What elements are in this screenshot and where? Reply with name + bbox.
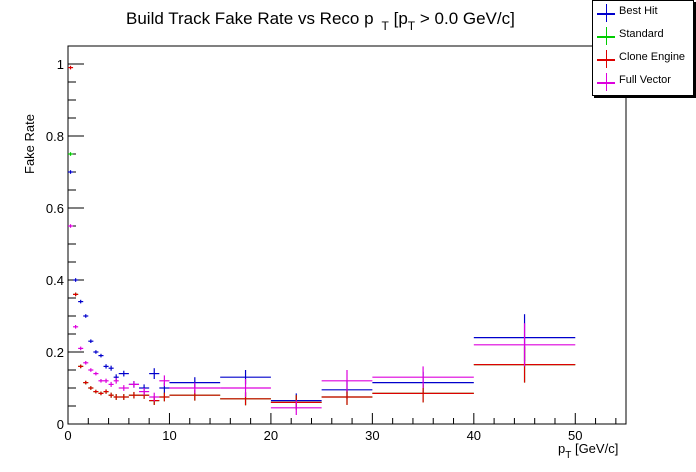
- x-label-rest: [GeV/c]: [571, 441, 618, 456]
- data-point-best-hit: [88, 339, 94, 343]
- y-tick-label: 0.2: [46, 345, 64, 360]
- data-series: [68, 65, 576, 415]
- data-point-full-vector: [270, 400, 322, 415]
- y-tick-label: 0.6: [46, 201, 64, 216]
- data-point-clone-engine: [108, 392, 114, 398]
- data-point-full-vector: [118, 385, 129, 391]
- y-tick-label: 1: [57, 57, 64, 72]
- x-tick-label: 10: [162, 428, 176, 443]
- legend-marker-full-vector: [597, 73, 615, 91]
- data-point-full-vector: [128, 381, 140, 388]
- data-point-best-hit: [118, 370, 129, 377]
- plot-frame: [67, 45, 627, 425]
- legend-label-full-vector: Full Vector: [619, 74, 671, 86]
- legend-item-full-vector: Full Vector: [593, 71, 693, 94]
- y-tick-label: 0.8: [46, 129, 64, 144]
- data-point-best-hit: [103, 364, 109, 369]
- data-point-clone-engine: [78, 364, 84, 369]
- data-point-clone-engine: [93, 389, 99, 394]
- legend-label-best-hit: Best Hit: [619, 5, 658, 17]
- data-point-clone-engine: [103, 389, 109, 394]
- legend-label-standard: Standard: [619, 28, 664, 40]
- data-point-best-hit: [93, 350, 99, 354]
- series-standard: [68, 152, 576, 410]
- data-point-clone-engine: [118, 394, 129, 400]
- data-point-full-vector: [98, 379, 104, 383]
- x-tick-label: 0: [64, 428, 71, 443]
- title-rest: [p: [389, 9, 408, 28]
- x-axis-label: pT [GeV/c]: [558, 441, 618, 461]
- x-label-main: p: [558, 441, 565, 456]
- data-point-full-vector: [473, 323, 576, 367]
- legend-marker-standard: [597, 27, 615, 45]
- legend-label-clone-engine: Clone Engine: [619, 51, 686, 63]
- data-point-full-vector: [372, 366, 474, 388]
- legend-marker-best-hit: [597, 4, 615, 22]
- data-point-best-hit: [78, 299, 84, 304]
- y-tick-label: 0.4: [46, 273, 64, 288]
- legend: Best Hit Standard Clone Engine Full Vect…: [592, 0, 694, 96]
- y-axis: 0 0.2 0.4 0.6 0.8 1: [46, 57, 84, 432]
- data-point-full-vector: [113, 377, 119, 384]
- chart-title: Build Track Fake Rate vs Reco p T [pT > 0…: [126, 9, 515, 33]
- data-point-clone-engine: [128, 391, 140, 399]
- series-best-hit: [68, 170, 576, 408]
- data-point-clone-engine: [73, 292, 79, 297]
- data-point-clone-engine: [98, 391, 104, 396]
- data-point-best-hit: [73, 278, 79, 282]
- x-axis: 0 10 20 30 40 50: [64, 413, 617, 443]
- legend-marker-clone-engine: [597, 50, 615, 68]
- data-point-clone-engine: [88, 386, 94, 390]
- data-point-full-vector: [83, 361, 89, 365]
- data-point-best-hit: [108, 365, 114, 371]
- data-point-clone-engine: [83, 380, 89, 385]
- data-point-clone-engine: [68, 65, 74, 70]
- data-point-full-vector: [93, 371, 99, 376]
- data-point-full-vector: [73, 325, 79, 329]
- data-point-clone-engine: [159, 392, 170, 402]
- data-point-best-hit: [149, 368, 160, 379]
- y-axis-label: Fake Rate: [22, 114, 37, 174]
- data-point-full-vector: [78, 346, 84, 351]
- title-subscript: T: [382, 19, 390, 33]
- x-tick-label: 20: [264, 428, 278, 443]
- x-tick-label: 50: [568, 428, 582, 443]
- data-point-clone-engine: [113, 394, 119, 400]
- data-point-full-vector: [88, 368, 94, 372]
- y-tick-label: 0: [57, 417, 64, 432]
- series-full-vector: [68, 224, 576, 415]
- data-point-full-vector: [149, 392, 160, 402]
- data-point-full-vector: [103, 378, 109, 383]
- legend-item-best-hit: Best Hit: [593, 2, 693, 25]
- data-point-full-vector: [321, 370, 373, 392]
- x-tick-label: 40: [467, 428, 481, 443]
- data-point-full-vector: [108, 381, 114, 387]
- data-point-full-vector: [68, 224, 74, 228]
- data-point-best-hit: [68, 170, 74, 174]
- legend-item-clone-engine: Clone Engine: [593, 48, 693, 71]
- legend-item-standard: Standard: [593, 25, 693, 48]
- x-tick-label: 30: [365, 428, 379, 443]
- data-point-standard: [68, 152, 74, 156]
- data-point-clone-engine: [321, 389, 373, 405]
- data-point-full-vector: [139, 388, 150, 396]
- series-clone-engine: [68, 65, 576, 410]
- title-subscript-2: T: [408, 19, 416, 33]
- title-main: Build Track Fake Rate vs Reco p: [126, 9, 374, 28]
- data-point-best-hit: [83, 314, 89, 318]
- title-end: > 0.0 GeV/c]: [415, 9, 515, 28]
- data-point-full-vector: [169, 382, 221, 394]
- data-point-full-vector: [159, 375, 170, 387]
- data-point-full-vector: [220, 379, 271, 397]
- x-label-subscript: T: [565, 450, 571, 461]
- data-point-best-hit: [98, 353, 104, 358]
- plot-border: [67, 45, 627, 425]
